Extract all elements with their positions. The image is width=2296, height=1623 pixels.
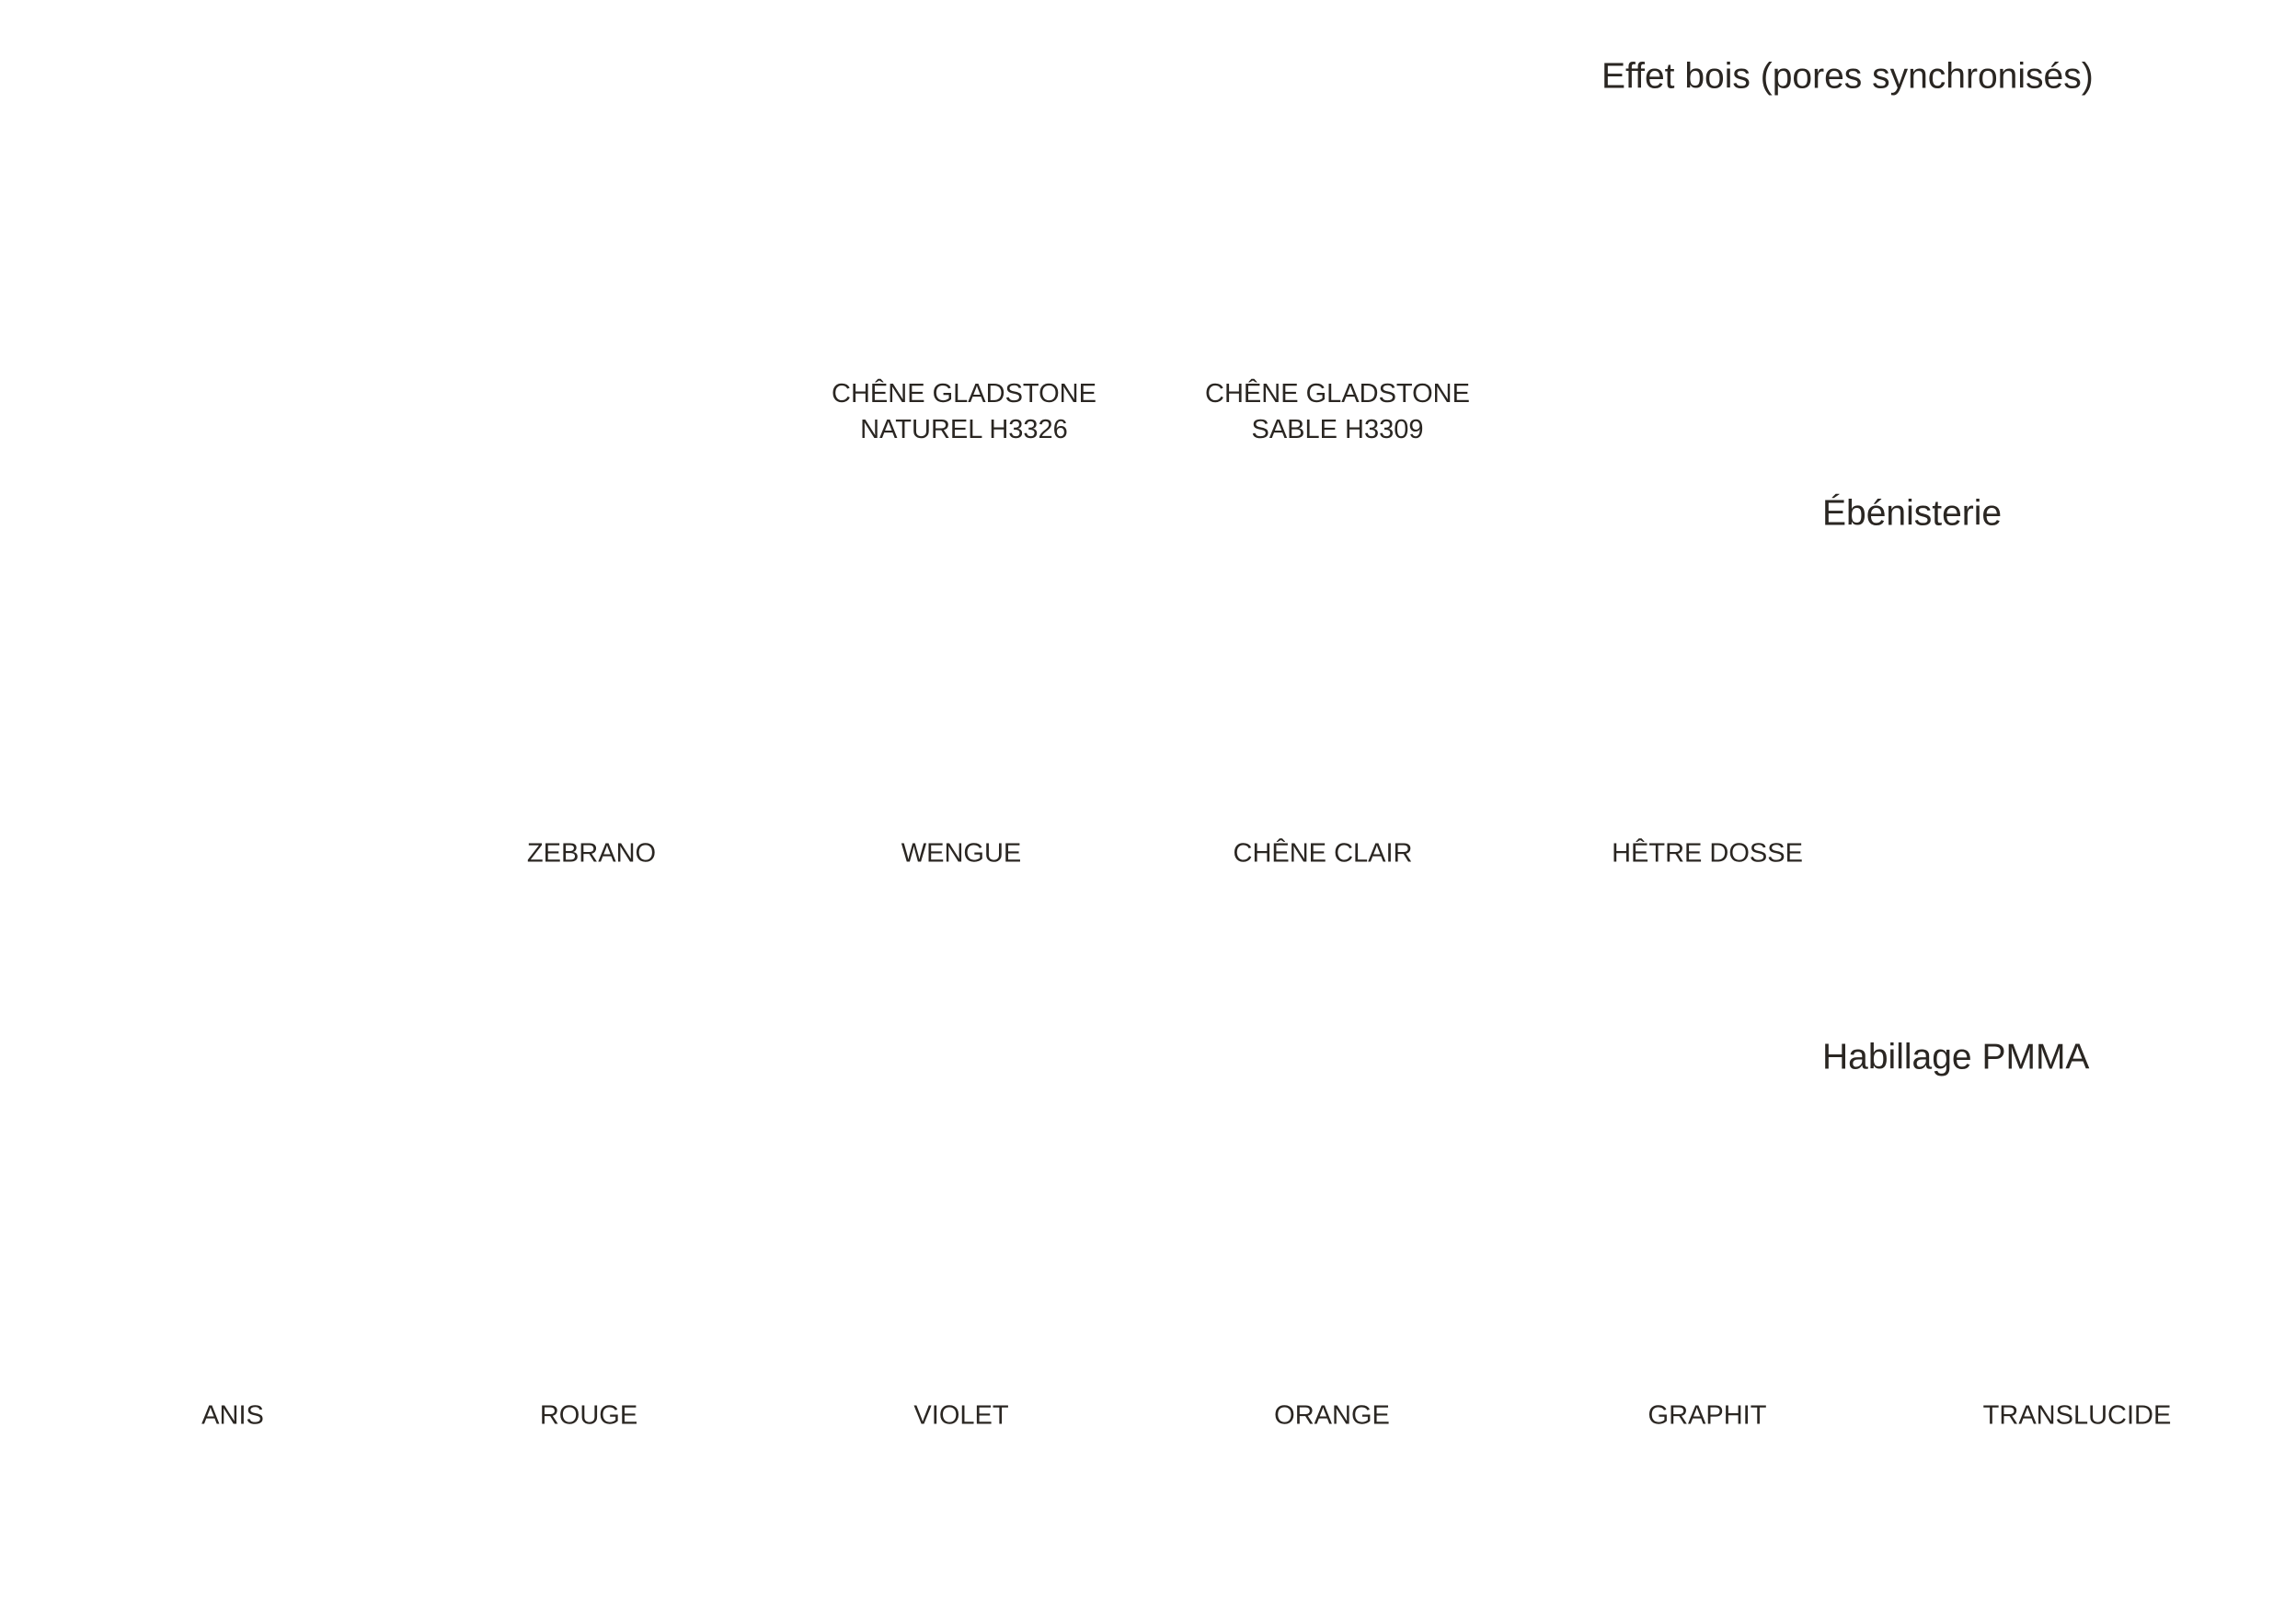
finish-label: ORANGE <box>1274 1400 1390 1431</box>
finish-label: HÊTRE DOSSE <box>1612 838 1803 869</box>
finish-label: VIOLET <box>913 1400 1009 1431</box>
section-title: Ébénisterie <box>1822 493 2003 534</box>
label-line: SABLE H3309 <box>1251 415 1424 444</box>
label-line: CHÊNE GLADSTONE <box>832 378 1096 409</box>
finish-label: WENGUE <box>901 838 1022 869</box>
finish-label: CHÊNE CLAIR <box>1233 838 1413 869</box>
label-line: CHÊNE GLADSTONE <box>1205 378 1470 409</box>
section-title: Effet bois (pores synchronisés) <box>1601 56 2094 97</box>
finish-label: TRANSLUCIDE <box>1982 1400 2172 1431</box>
finish-label: ROUGE <box>539 1400 638 1431</box>
finish-label: CHÊNE GLADSTONE SABLE H3309 <box>1205 376 1470 448</box>
finish-label: GRAPHIT <box>1647 1400 1767 1431</box>
label-line: NATUREL H3326 <box>860 415 1068 444</box>
finish-label: CHÊNE GLADSTONE NATUREL H3326 <box>832 376 1096 448</box>
finish-label: ANIS <box>201 1400 264 1431</box>
section-title: Habillage PMMA <box>1822 1037 2090 1077</box>
finish-label: ZEBRANO <box>526 838 657 869</box>
